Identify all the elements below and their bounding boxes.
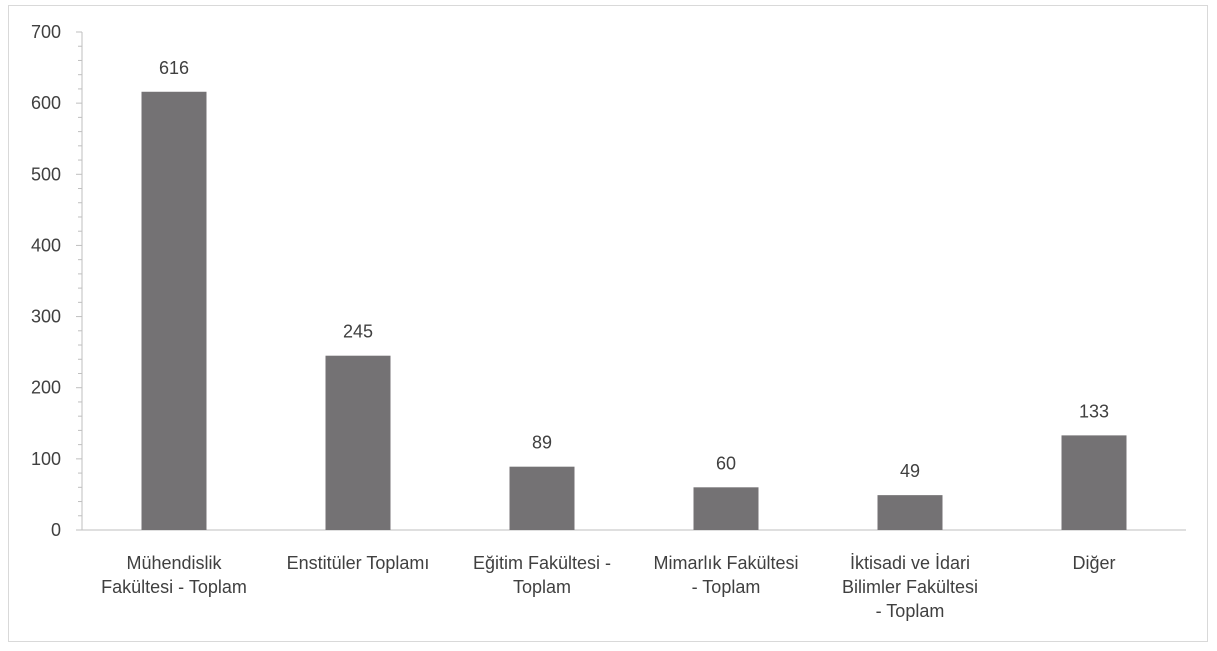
category-label: Fakültesi - Toplam bbox=[101, 577, 247, 597]
bar bbox=[693, 487, 759, 530]
bar bbox=[1061, 435, 1127, 530]
bars bbox=[141, 91, 1127, 530]
category-label: Toplam bbox=[513, 577, 571, 597]
y-tick-label: 600 bbox=[31, 93, 61, 113]
bar bbox=[877, 495, 943, 530]
category-label: Mimarlık Fakültesi bbox=[653, 553, 798, 573]
category-label: - Toplam bbox=[692, 577, 761, 597]
bar-value-label: 60 bbox=[716, 453, 736, 473]
bar-value-label: 245 bbox=[343, 322, 373, 342]
y-tick-label: 300 bbox=[31, 307, 61, 327]
category-label: Eğitim Fakültesi - bbox=[473, 553, 611, 573]
y-axis: 0 100 200 300 400 500 600 700 bbox=[31, 22, 83, 540]
bar bbox=[141, 91, 207, 530]
bar bbox=[509, 466, 575, 530]
bar bbox=[325, 355, 391, 530]
category-label: Mühendislik bbox=[126, 553, 222, 573]
category-label: Enstitüler Toplamı bbox=[287, 553, 430, 573]
y-tick-label: 400 bbox=[31, 235, 61, 255]
category-label: - Toplam bbox=[876, 601, 945, 621]
bar-value-label: 89 bbox=[532, 433, 552, 453]
category-labels: Mühendislik Fakültesi - Toplam Enstitüler … bbox=[101, 553, 1115, 621]
data-labels: 616 245 89 60 49 133 bbox=[159, 58, 1109, 481]
bar-value-label: 133 bbox=[1079, 401, 1109, 421]
chart-frame bbox=[8, 5, 1208, 642]
category-label: İktisadi ve İdari bbox=[850, 553, 970, 573]
y-tick-label: 0 bbox=[51, 520, 61, 540]
y-tick-label: 200 bbox=[31, 378, 61, 398]
bar-value-label: 49 bbox=[900, 461, 920, 481]
y-tick-label: 500 bbox=[31, 164, 61, 184]
bar-value-label: 616 bbox=[159, 58, 189, 78]
y-tick-label: 700 bbox=[31, 22, 61, 42]
y-tick-label: 100 bbox=[31, 449, 61, 469]
category-label: Diğer bbox=[1072, 553, 1115, 573]
category-label: Bilimler Fakültesi bbox=[842, 577, 978, 597]
